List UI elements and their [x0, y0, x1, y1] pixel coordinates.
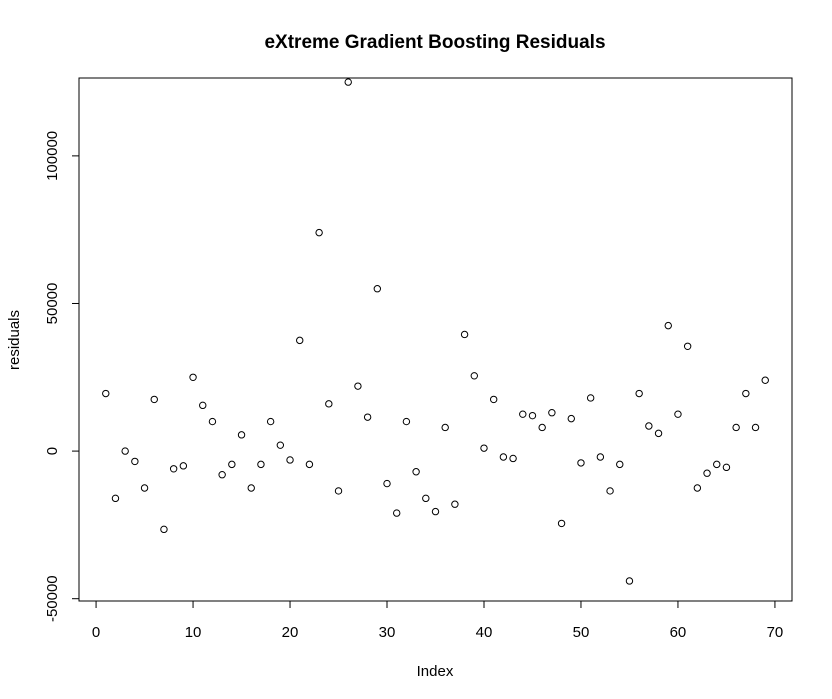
- data-point: [208, 417, 217, 426]
- data-point: [363, 413, 372, 421]
- data-point: [509, 454, 517, 463]
- y-tick-label: -50000: [44, 575, 61, 622]
- x-tick-label: 30: [379, 624, 396, 641]
- data-point: [218, 471, 226, 479]
- data-point: [160, 525, 168, 534]
- data-point: [586, 394, 595, 402]
- data-point: [228, 460, 236, 469]
- data-point: [664, 321, 672, 330]
- x-tick-label: 10: [185, 624, 202, 641]
- data-point: [354, 382, 362, 390]
- x-tick-label: 0: [92, 624, 100, 641]
- data-point: [315, 228, 323, 237]
- data-point: [519, 410, 527, 418]
- data-point: [325, 400, 333, 408]
- data-point: [296, 336, 304, 345]
- data-point: [722, 463, 731, 472]
- data-point: [693, 484, 702, 492]
- data-point: [460, 330, 469, 339]
- data-point: [751, 423, 760, 432]
- data-point: [247, 484, 255, 492]
- data-point: [102, 389, 110, 398]
- data-point: [199, 401, 207, 410]
- data-point: [237, 431, 246, 439]
- data-point: [683, 342, 692, 350]
- y-tick-label: 50000: [44, 283, 61, 325]
- data-point: [674, 410, 682, 418]
- data-point: [596, 453, 605, 461]
- data-point: [489, 395, 498, 404]
- data-point: [140, 484, 149, 492]
- x-tick-label: 20: [282, 624, 299, 641]
- data-point: [645, 422, 653, 430]
- chart-title: eXtreme Gradient Boosting Residuals: [264, 32, 605, 53]
- x-tick-label: 60: [670, 624, 687, 641]
- data-point: [150, 395, 158, 404]
- data-point: [286, 456, 294, 464]
- data-point: [470, 372, 478, 380]
- data-point: [480, 444, 488, 452]
- data-point: [499, 453, 508, 461]
- data-point: [528, 411, 537, 420]
- data-point: [393, 509, 401, 517]
- y-tick-label: 0: [44, 447, 61, 455]
- data-point: [635, 389, 643, 398]
- data-point: [703, 469, 711, 477]
- data-point: [131, 457, 139, 466]
- data-point: [567, 414, 575, 423]
- data-point: [402, 417, 411, 426]
- y-axis-label: residuals: [6, 310, 23, 370]
- data-point: [548, 409, 556, 417]
- data-point: [344, 78, 352, 86]
- x-axis: 0 10 20 30 40 50 60 70: [92, 600, 784, 641]
- data-point: [373, 285, 382, 293]
- data-point: [577, 459, 585, 467]
- data-point: [422, 494, 430, 503]
- x-tick-label: 50: [573, 624, 590, 641]
- data-point: [431, 507, 440, 516]
- data-point: [383, 479, 391, 488]
- data-point: [557, 519, 566, 528]
- data-point: [412, 468, 420, 476]
- data-point: [732, 423, 740, 432]
- y-tick-label: 100000: [44, 131, 61, 181]
- data-point: [616, 460, 624, 469]
- data-point: [742, 389, 750, 398]
- data-point: [538, 423, 546, 432]
- data-point: [441, 423, 449, 432]
- data-point: [625, 577, 634, 585]
- data-point: [606, 487, 614, 495]
- x-axis-label: Index: [417, 663, 454, 680]
- data-point: [761, 376, 769, 384]
- data-point: [257, 460, 265, 469]
- data-point: [266, 417, 275, 426]
- x-tick-label: 70: [767, 624, 784, 641]
- data-point: [713, 460, 721, 469]
- data-point: [451, 500, 459, 508]
- data-point: [111, 494, 120, 503]
- data-point: [334, 487, 343, 495]
- y-axis: -50000 0 50000 100000: [44, 131, 80, 622]
- data-point: [276, 441, 285, 449]
- data-point: [169, 465, 178, 473]
- data-point: [189, 373, 197, 381]
- data-point: [654, 429, 663, 438]
- data-point: [121, 447, 129, 455]
- data-points: [102, 78, 769, 585]
- data-point: [179, 462, 188, 470]
- x-tick-label: 40: [476, 624, 493, 641]
- data-point: [305, 460, 314, 469]
